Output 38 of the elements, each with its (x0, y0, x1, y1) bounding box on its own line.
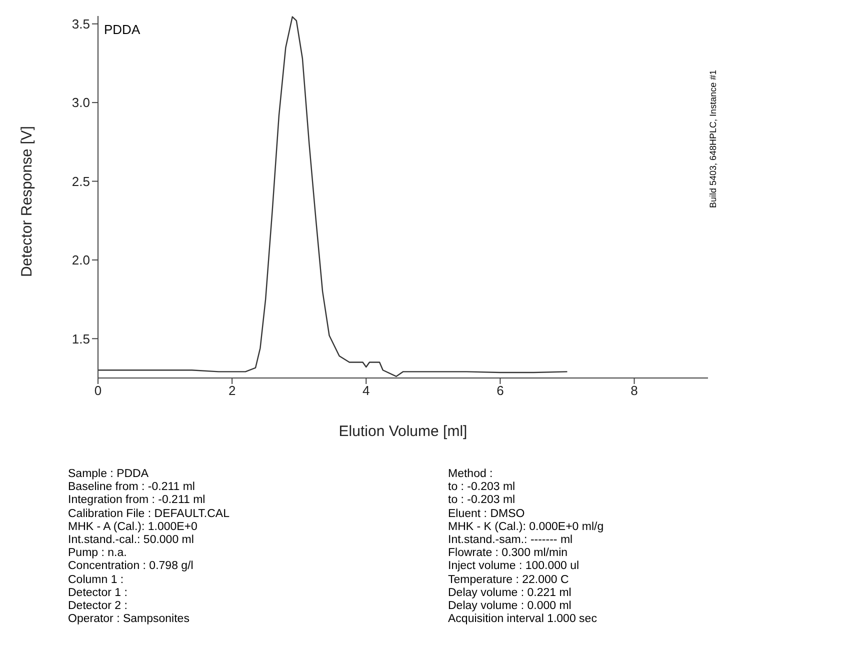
text: Int.stand.-sam.: ------- ml (448, 534, 574, 548)
y-tick-label: 2.0 (72, 252, 90, 268)
x-tick-label: 0 (94, 383, 102, 398)
annotation: Build 5403, 648HPLC, Instance #1 (708, 70, 718, 208)
text: Baseline from : -0.211 ml (68, 481, 196, 494)
y-tick-label: 2.5 (72, 174, 90, 189)
x-tick-label: 2 (228, 383, 236, 398)
y-axis-title: Detector Response [V] (18, 126, 36, 277)
text: Int.stand.-cal.: 50.000 ml (68, 534, 195, 548)
text: Detector 1 : (68, 586, 128, 600)
text: Delay volume : 0.000 ml (448, 600, 572, 614)
y-tick-label: 3.5 (72, 16, 90, 32)
text: MHK - A (Cal.): 1.000E+0 (68, 520, 198, 534)
text: Method : (448, 468, 494, 482)
x-tick-label: 8 (630, 383, 638, 398)
y-tick-label: 1.5 (72, 331, 90, 346)
text: Detector 2 : (68, 600, 128, 614)
x-tick-label: 4 (362, 383, 370, 398)
text: Sample : PDDA (68, 468, 150, 482)
text: Column 1 : (68, 574, 125, 587)
x-axis-title: Elution Volume [ml] (338, 423, 468, 440)
text: Integration from : -0.211 ml (68, 494, 206, 508)
text: Pump : n.a. (68, 547, 128, 560)
text: Acquisition interval 1.000 sec (448, 613, 598, 626)
text: Eluent : DMSO (448, 508, 526, 521)
text: Temperature : 22.000 C (448, 574, 570, 587)
y-tick-label: 3.0 (72, 95, 90, 110)
text: Concentration : 0.798 g/l (68, 560, 194, 574)
annotation: PDDA (104, 22, 140, 37)
text: Flowrate : 0.300 ml/min (448, 547, 569, 560)
text: Inject volume : 100.000 ul (448, 560, 580, 574)
text: Calibration File : DEFAULT.CAL (68, 508, 230, 521)
text: Delay volume : 0.221 ml (448, 586, 572, 600)
text: to : -0.203 ml (448, 494, 516, 508)
x-tick-label: 6 (496, 383, 504, 398)
text: MHK - K (Cal.): 0.000E+0 ml/g (448, 520, 604, 534)
text: to : -0.203 ml (448, 481, 516, 494)
text: Operator : Sampsonites (68, 613, 190, 626)
